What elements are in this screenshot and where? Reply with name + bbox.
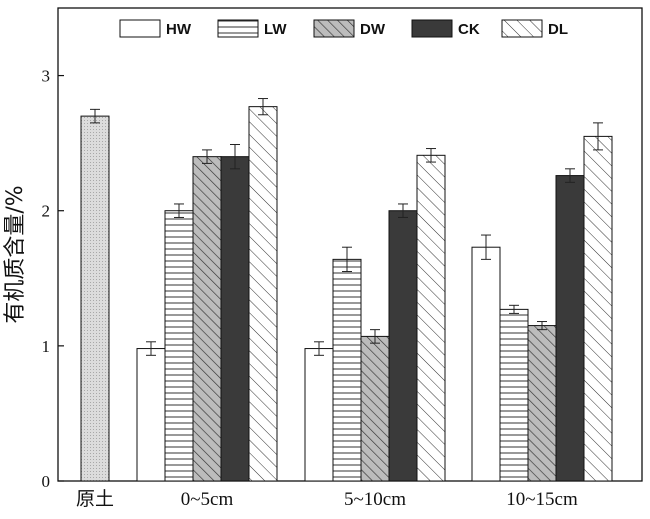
bars bbox=[80, 98, 613, 482]
legend-swatch-hw bbox=[119, 19, 161, 38]
y-tick-label: 3 bbox=[42, 67, 51, 86]
legend-swatch-dl bbox=[501, 19, 543, 38]
bar-lw bbox=[164, 210, 194, 482]
legend-label-dl: DL bbox=[548, 21, 568, 38]
legend-swatch-ck bbox=[411, 19, 453, 38]
y-tick-label: 1 bbox=[42, 337, 51, 356]
bar-dl bbox=[248, 106, 278, 482]
bar-hw bbox=[304, 348, 334, 482]
x-tick-label: 0~5cm bbox=[181, 489, 234, 510]
bar-dw bbox=[192, 156, 222, 482]
bar-baseline bbox=[80, 115, 110, 482]
legend-label-hw: HW bbox=[166, 21, 192, 38]
bar-ck bbox=[555, 175, 585, 482]
x-tick-label: 5~10cm bbox=[344, 489, 406, 510]
bar-hw bbox=[471, 246, 501, 482]
legend: HW LW DW CK DL bbox=[119, 19, 568, 38]
legend-label-lw: LW bbox=[264, 21, 287, 38]
y-tick-label: 0 bbox=[42, 472, 51, 491]
bar-hw bbox=[136, 348, 166, 482]
x-tick-label: 10~15cm bbox=[506, 489, 578, 510]
bar-dl bbox=[583, 135, 613, 482]
legend-label-dw: DW bbox=[360, 21, 386, 38]
y-axis-label: 有机质含量/% bbox=[3, 185, 28, 323]
bar-dw bbox=[527, 325, 557, 482]
bar-lw bbox=[332, 258, 362, 482]
legend-swatch-dw bbox=[313, 19, 355, 38]
legend-label-ck: CK bbox=[458, 21, 480, 38]
bar-dl bbox=[416, 154, 446, 482]
y-tick-label: 2 bbox=[42, 202, 51, 221]
bar-lw bbox=[499, 308, 529, 482]
bar-dw bbox=[360, 335, 390, 482]
bar-ck bbox=[220, 156, 250, 482]
bar-ck bbox=[388, 210, 418, 482]
legend-swatch-lw bbox=[217, 19, 259, 38]
x-tick-label-baseline: 原土 bbox=[76, 488, 114, 510]
